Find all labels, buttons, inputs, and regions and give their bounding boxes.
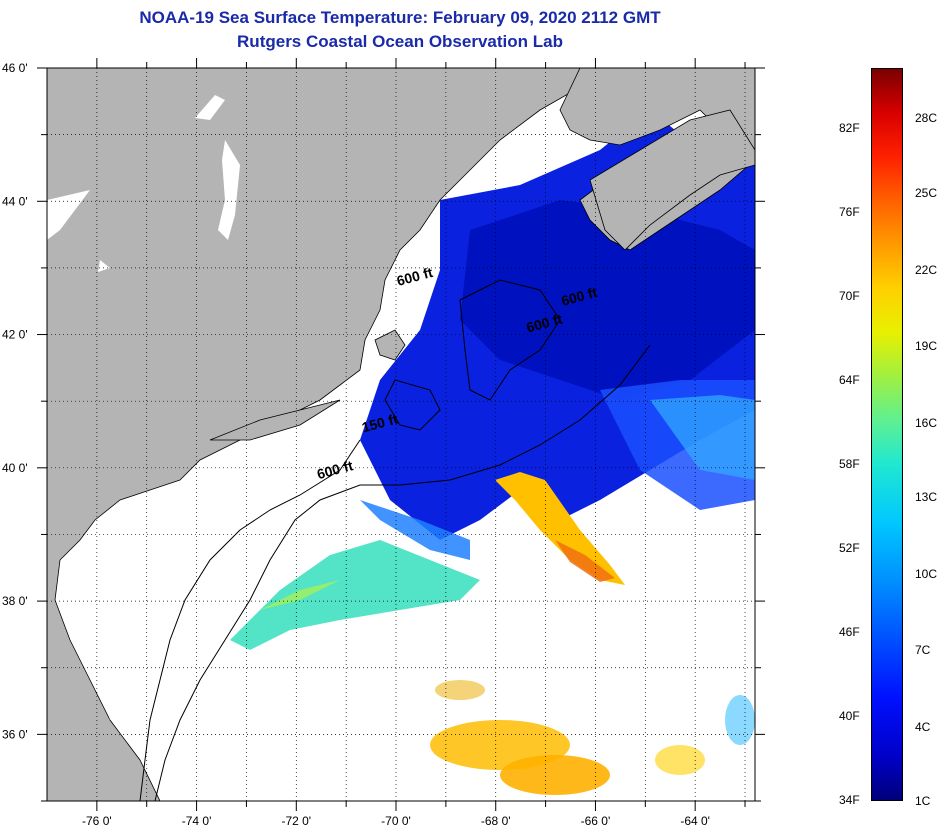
chesapeake-bay	[88, 530, 120, 720]
lake-3	[47, 190, 90, 240]
colorbar-f-label: 58F	[839, 457, 860, 471]
x-axis: -76 0' -74 0' -72 0' -70 0' -68 0' -66 0' -64 …	[82, 58, 746, 828]
x-tick-label: -74 0'	[182, 814, 212, 828]
y-axis: 46 0' 44 0' 42 0' 40 0' 38 0' 36 0'	[2, 61, 765, 802]
x-tick-label: -70 0'	[381, 814, 411, 828]
contour-600ft-shelf	[154, 344, 651, 801]
shelf-edge-water	[360, 500, 470, 560]
colorbar-c-label: 1C	[915, 794, 931, 808]
y-tick-label: 38 0'	[2, 594, 28, 608]
map-subtitle: Rutgers Coastal Ocean Observation Lab	[237, 32, 563, 51]
colorbar-c-label: 16C	[915, 416, 938, 430]
colorbar-f-label: 70F	[839, 289, 860, 303]
lake-4	[98, 260, 110, 272]
map-title: NOAA-19 Sea Surface Temperature: Februar…	[139, 8, 661, 27]
colorbar-c-label: 19C	[915, 339, 938, 353]
warm-patch-4	[655, 745, 705, 775]
lake-2	[218, 140, 240, 240]
x-tick-label: -68 0'	[481, 814, 511, 828]
y-tick-label: 46 0'	[2, 61, 28, 75]
colorbar-f-label: 46F	[839, 625, 860, 639]
y-tick-label: 44 0'	[2, 194, 28, 208]
colorbar-c-label: 25C	[915, 186, 938, 200]
contour-georges-bank	[384, 379, 441, 431]
colorbar-f-label: 52F	[839, 541, 860, 555]
land-long-island	[209, 399, 341, 441]
x-tick-label: -64 0'	[680, 814, 710, 828]
colorbar-f-label: 76F	[839, 205, 860, 219]
gulf-stream-core	[555, 540, 615, 582]
colorbar-c-label: 10C	[915, 567, 938, 581]
colorbar-c-label: 13C	[915, 490, 938, 504]
colorbar-c-label: 7C	[915, 643, 931, 657]
contour-gulf-of-maine	[459, 279, 561, 401]
gulf-stream-tongue	[495, 472, 625, 585]
contour-150ft-shelf	[139, 439, 361, 801]
colorbar-f-label: 82F	[839, 121, 860, 135]
colorbar-c-label: 4C	[915, 720, 931, 734]
temperature-colorbar	[871, 68, 903, 801]
colorbar-f-label: 34F	[839, 793, 860, 807]
x-tick-label: -76 0'	[82, 814, 112, 828]
y-tick-label: 42 0'	[2, 328, 28, 342]
map-frame	[46, 67, 756, 802]
colorbar-f-label: 64F	[839, 373, 860, 387]
warm-eddy-1	[230, 540, 480, 650]
land-nova-scotia	[589, 109, 755, 251]
x-tick-label: -72 0'	[281, 814, 311, 828]
colorbar-c-label: 28C	[915, 111, 938, 125]
colorbar-c-label: 22C	[915, 263, 938, 277]
warm-eddy-2	[260, 580, 340, 610]
land-cape-cod	[374, 329, 406, 361]
cold-water-core	[460, 200, 755, 400]
x-tick-label: -66 0'	[581, 814, 611, 828]
warm-patch-2	[500, 755, 610, 795]
shelf-slope-water	[650, 395, 755, 480]
delaware-bay	[130, 500, 150, 540]
y-tick-label: 40 0'	[2, 461, 28, 475]
warm-patch-5	[725, 695, 755, 745]
warm-patch-3	[435, 680, 485, 700]
y-tick-label: 36 0'	[2, 727, 28, 741]
colorbar-f-label: 40F	[839, 709, 860, 723]
lake-1	[195, 95, 225, 120]
